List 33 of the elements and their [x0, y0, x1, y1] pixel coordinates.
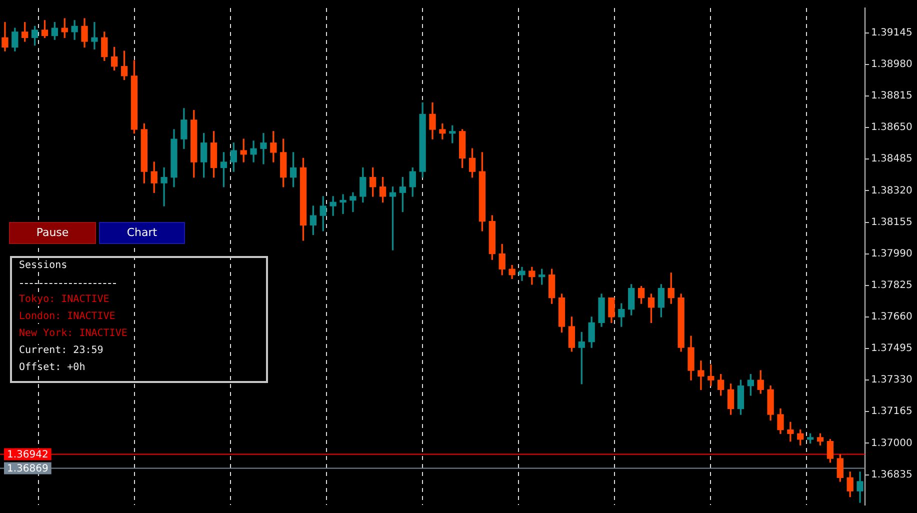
y-tick-label: 1.36835: [871, 469, 912, 480]
chart-button: Chart: [99, 222, 185, 244]
candlestick: [91, 22, 98, 50]
y-tick-label: 1.38155: [871, 216, 912, 228]
annotation: Tokyo: INACTIVE: [19, 294, 110, 306]
y-tick-label: 1.37165: [871, 406, 912, 418]
y-tick-label: 1.38650: [871, 122, 912, 134]
annotation: London: INACTIVE: [19, 311, 116, 323]
candlestick: [260, 132, 267, 164]
candlestick: [787, 422, 794, 442]
y-tick-label: 1.38320: [871, 185, 912, 196]
y-tick-label: 1.39145: [871, 27, 912, 38]
y-tick-label: 1.37990: [871, 248, 912, 260]
y-tick-label: 1.37000: [871, 438, 912, 449]
candlestick: [340, 194, 346, 214]
y-tick-label: 1.37660: [871, 312, 912, 323]
y-tick-label: 1.37825: [871, 280, 912, 291]
y-tick-label: 1.38485: [871, 154, 912, 165]
ref-line-label: 1.36869: [7, 463, 48, 474]
annotation: Offset: +0h: [19, 362, 86, 374]
annotation: Current: 23:59: [19, 345, 104, 357]
candlestick: [698, 360, 704, 390]
y-tick-label: 1.37495: [871, 343, 912, 354]
candlestick: [350, 192, 356, 212]
y-tick-label: 1.38815: [871, 90, 912, 102]
annotation: New York: INACTIVE: [19, 328, 128, 340]
candlestick: [160, 167, 168, 206]
y-tick-label: 1.37330: [871, 374, 912, 386]
y-tick-label: 1.38980: [871, 59, 912, 70]
candlestick: [330, 196, 336, 216]
ref-line-label: 1.36942: [7, 449, 48, 460]
annotation: Sessions: [19, 260, 68, 272]
pause-button: Pause: [9, 222, 96, 244]
